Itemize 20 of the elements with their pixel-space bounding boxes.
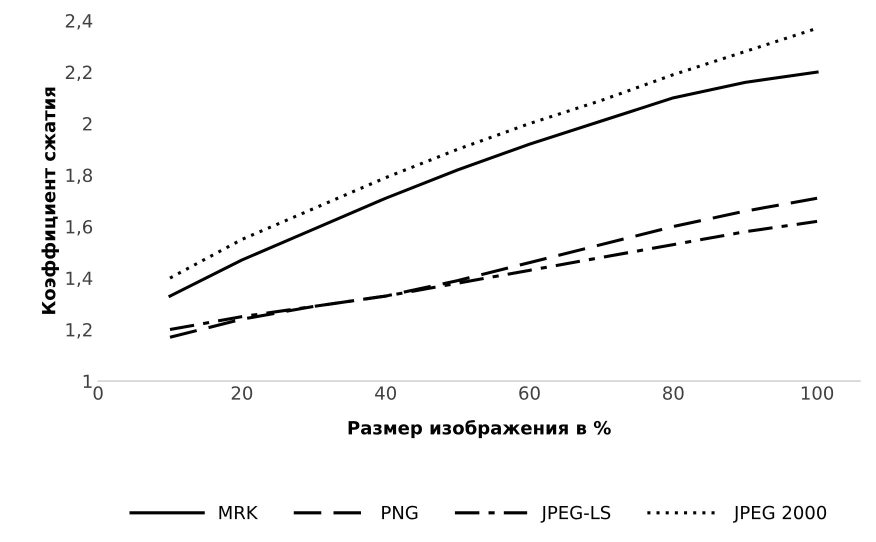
y-tick-label: 1,6 — [66, 220, 92, 236]
y-tick-label: 2 — [83, 117, 92, 130]
x-tick-label: 100 — [802, 386, 834, 400]
y-tick-label: 1,2 — [66, 322, 92, 338]
y-axis-title: Коэффициент сжатия — [42, 88, 59, 314]
y-tick-label: 1,4 — [66, 272, 92, 288]
x-tick-label: 20 — [232, 386, 252, 400]
x-tick-label: 80 — [663, 386, 684, 400]
y-tick-label: 1 — [84, 374, 92, 388]
x-axis-title: Размер изображения в % — [348, 420, 611, 438]
x-tick-label: 0 — [94, 386, 103, 400]
legend-label: JPEG 2000 — [733, 506, 826, 523]
x-tick-label: 60 — [519, 386, 540, 400]
legend-label: MRK — [219, 506, 258, 520]
x-tick-label: 40 — [375, 386, 396, 400]
legend-label: PNG — [382, 506, 418, 520]
y-tick-label: 2,4 — [66, 14, 92, 30]
y-tick-label: 2,2 — [66, 66, 92, 82]
y-tick-label: 1,8 — [66, 168, 92, 184]
legend-label: JPEG-LS — [540, 506, 610, 523]
